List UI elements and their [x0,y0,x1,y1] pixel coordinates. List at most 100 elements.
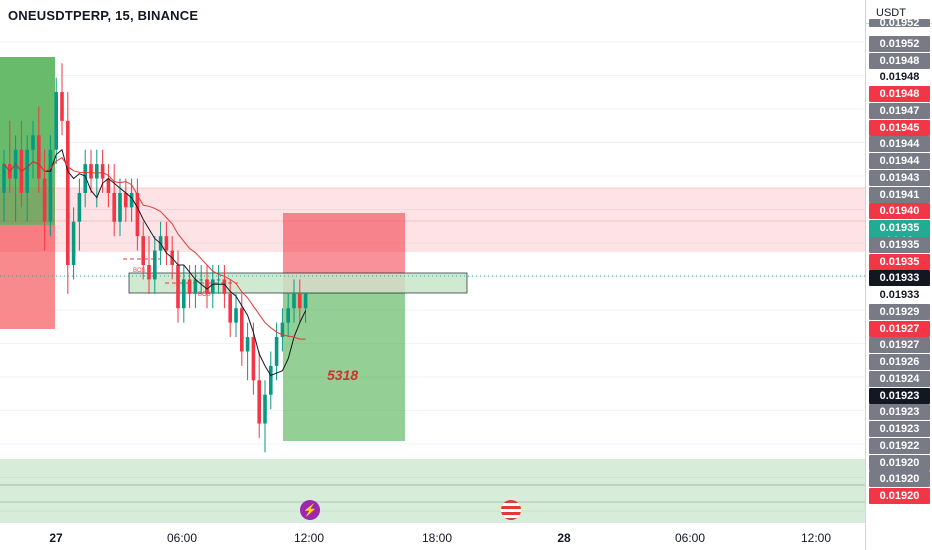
time-label: 12:00 [800,531,832,545]
candle-body [251,337,256,381]
candle-body [269,365,273,395]
price-label: 0.01924 [869,370,930,387]
candle-body [274,337,279,366]
candle-body [240,308,244,352]
candle-body [211,279,215,294]
candle-body [153,250,157,280]
candle-body [176,265,180,309]
red-zone-left [0,225,55,329]
candle-body [118,192,122,222]
candle-body [95,164,99,179]
moving-average-slow [3,156,306,340]
candle-body [257,380,261,424]
candle-body [112,192,116,222]
candle-body [193,279,198,294]
price-label: 0.01948 [879,71,920,84]
chart-canvas[interactable]: BOS BOS [0,0,865,522]
symbol-title[interactable]: ONEUSDTPERP, 15, BINANCE [8,8,199,23]
candle-body [245,337,250,352]
lightning-icon[interactable]: ⚡ [300,500,320,520]
price-label: 0.01933 [879,289,920,301]
supply-zone-band [0,188,865,252]
price-label: 0.01941 [869,186,930,203]
candle-body [124,192,128,208]
candle-body [60,92,64,121]
bos-label: BOS [133,268,146,274]
us-flag-icon[interactable] [501,500,521,520]
candle-body [292,293,296,309]
price-label: 0.01952 [869,19,930,27]
price-label: 0.01943 [869,169,930,186]
candle-body [298,293,302,309]
time-label: 28 [557,531,571,545]
price-label: 0.01952 [869,35,930,52]
take-profit-zone [283,291,405,441]
price-label: 0.01920 [869,488,930,504]
price-label: 0.01927 [869,320,930,337]
candle-body [141,236,145,265]
candle-body [100,164,105,179]
price-label: 0.01948 [869,86,930,102]
price-label: 0.01923 [869,421,930,437]
candle-body [222,279,227,294]
candle-body [135,192,140,237]
time-label: 12:00 [293,531,325,545]
price-label: 0.01927 [869,337,930,354]
candle-body [106,178,111,193]
price-label: 0.01920 [869,471,930,488]
time-label: 27 [49,531,63,545]
time-axis[interactable]: 27 06:00 12:00 18:00 28 06:00 12:00 [0,522,865,550]
price-label: 0.01929 [869,303,930,320]
candle-body [31,135,35,150]
time-label: 06:00 [674,531,706,545]
candle-body [71,221,76,265]
candle-body [286,308,290,323]
candle-body [83,164,87,193]
price-label: 0.01944 [869,136,930,153]
price-label: 0.01945 [869,119,930,136]
candle-body [48,149,53,222]
candle-body [77,192,82,222]
price-label: 0.01947 [869,102,930,119]
bos-label: BOS [198,292,211,298]
candle-body [89,164,93,179]
price-label: 0.01922 [869,437,930,454]
candle-body [205,279,209,294]
candle-body [228,293,232,323]
candle-body [182,279,186,309]
price-label: 0.01935 [869,236,930,253]
price-axis[interactable]: USDT 0.01952 0.01952 0.01948 0.01948 0.01948… [865,0,932,550]
time-label: 06:00 [166,531,198,545]
candle-body [216,279,221,281]
candle-body [129,192,134,208]
candle-body [37,135,41,179]
candle-body [164,236,169,251]
price-label: 0.01948 [869,52,930,69]
chart-plot-area[interactable]: BOS BOS ONEUSDTPERP, 15, BINANCE 5318 ⚡ [0,0,865,522]
candle-body [54,92,58,150]
price-label: 0.01923 [869,404,930,421]
candle-body [147,265,151,280]
moving-average-fast [3,148,307,377]
candle-body [234,308,238,323]
candle-body [263,394,267,424]
price-label: 0.01920 [869,454,930,471]
candle-body [280,322,285,338]
price-label: 0.01940 [869,203,930,220]
candle-body [303,293,308,309]
candle-body [66,120,70,265]
candle-body [42,178,47,222]
time-label: 18:00 [421,531,453,545]
price-label: 0.01926 [869,354,930,370]
price-label: 0.01935 [869,253,930,270]
position-value-label: 5318 [327,367,359,383]
price-label: 0.01923 [869,387,930,404]
price-label: 0.01933 [869,270,930,287]
candle-body [2,164,6,193]
candle-body [25,149,29,193]
price-label: 0.01944 [869,153,930,169]
candle-body [187,279,192,294]
demand-zone-band [0,459,865,522]
candle-body [199,279,203,281]
